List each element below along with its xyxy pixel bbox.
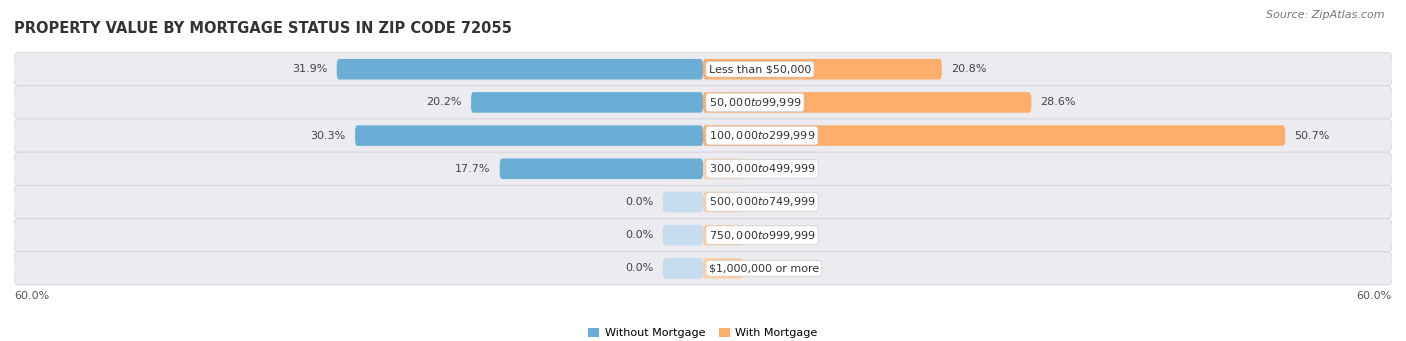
- Text: 28.6%: 28.6%: [1040, 98, 1076, 107]
- FancyBboxPatch shape: [336, 59, 703, 79]
- Text: 50.7%: 50.7%: [1295, 131, 1330, 140]
- FancyBboxPatch shape: [662, 225, 703, 246]
- Text: 0.0%: 0.0%: [626, 230, 654, 240]
- Text: $750,000 to $999,999: $750,000 to $999,999: [709, 229, 815, 242]
- FancyBboxPatch shape: [14, 53, 1392, 86]
- FancyBboxPatch shape: [14, 219, 1392, 252]
- Text: $300,000 to $499,999: $300,000 to $499,999: [709, 162, 815, 175]
- FancyBboxPatch shape: [14, 152, 1392, 186]
- FancyBboxPatch shape: [703, 92, 1032, 113]
- Text: 0.0%: 0.0%: [752, 197, 780, 207]
- FancyBboxPatch shape: [14, 119, 1392, 152]
- FancyBboxPatch shape: [703, 225, 744, 246]
- Text: Source: ZipAtlas.com: Source: ZipAtlas.com: [1267, 10, 1385, 20]
- Text: Less than $50,000: Less than $50,000: [709, 64, 811, 74]
- Text: 30.3%: 30.3%: [311, 131, 346, 140]
- Text: 31.9%: 31.9%: [292, 64, 328, 74]
- FancyBboxPatch shape: [703, 258, 744, 279]
- Text: 0.0%: 0.0%: [626, 197, 654, 207]
- FancyBboxPatch shape: [471, 92, 703, 113]
- Text: 0.0%: 0.0%: [752, 164, 780, 174]
- Text: $100,000 to $299,999: $100,000 to $299,999: [709, 129, 815, 142]
- FancyBboxPatch shape: [703, 192, 744, 212]
- FancyBboxPatch shape: [14, 252, 1392, 285]
- Text: PROPERTY VALUE BY MORTGAGE STATUS IN ZIP CODE 72055: PROPERTY VALUE BY MORTGAGE STATUS IN ZIP…: [14, 21, 512, 36]
- Legend: Without Mortgage, With Mortgage: Without Mortgage, With Mortgage: [583, 323, 823, 341]
- Text: 20.8%: 20.8%: [950, 64, 987, 74]
- Text: $50,000 to $99,999: $50,000 to $99,999: [709, 96, 801, 109]
- Text: 60.0%: 60.0%: [14, 291, 49, 301]
- Text: 0.0%: 0.0%: [752, 230, 780, 240]
- FancyBboxPatch shape: [14, 186, 1392, 219]
- FancyBboxPatch shape: [499, 159, 703, 179]
- Text: $1,000,000 or more: $1,000,000 or more: [709, 263, 818, 273]
- FancyBboxPatch shape: [356, 125, 703, 146]
- Text: 20.2%: 20.2%: [426, 98, 461, 107]
- FancyBboxPatch shape: [703, 59, 942, 79]
- Text: 0.0%: 0.0%: [626, 263, 654, 273]
- FancyBboxPatch shape: [703, 125, 1285, 146]
- Text: $500,000 to $749,999: $500,000 to $749,999: [709, 195, 815, 208]
- FancyBboxPatch shape: [662, 258, 703, 279]
- Text: 60.0%: 60.0%: [1357, 291, 1392, 301]
- FancyBboxPatch shape: [14, 86, 1392, 119]
- FancyBboxPatch shape: [662, 192, 703, 212]
- Text: 17.7%: 17.7%: [456, 164, 491, 174]
- FancyBboxPatch shape: [703, 159, 744, 179]
- Text: 0.0%: 0.0%: [752, 263, 780, 273]
